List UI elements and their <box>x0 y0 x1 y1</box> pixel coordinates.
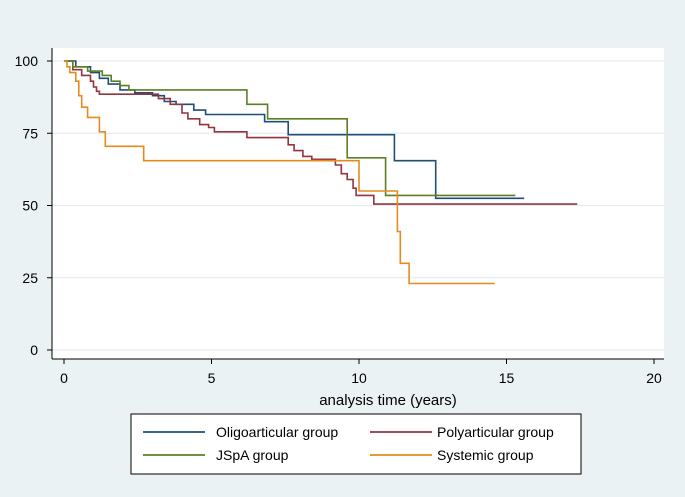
x-tick-label: 0 <box>60 370 68 386</box>
y-tick-label: 100 <box>15 53 39 69</box>
y-tick-label: 75 <box>22 125 38 141</box>
y-tick-label: 0 <box>30 342 38 358</box>
series <box>64 60 578 285</box>
x-tick-label: 20 <box>646 370 662 386</box>
legend-label-polyarticular-group: Polyarticular group <box>437 424 554 440</box>
gridlines <box>52 60 664 351</box>
legend-box <box>130 413 582 475</box>
x-tick-label: 10 <box>351 370 367 386</box>
y-tick-label: 25 <box>22 270 38 286</box>
series-line-systemic-group <box>64 60 495 285</box>
axes <box>51 48 664 360</box>
legend-label-oligoarticular-group: Oligoarticular group <box>216 424 338 440</box>
x-tick-label: 5 <box>208 370 216 386</box>
x-axis-label: analysis time (years) <box>319 392 457 409</box>
x-tick-label: 15 <box>499 370 515 386</box>
series-line-polyarticular-group <box>64 60 578 205</box>
series-line-jspa-group <box>64 60 516 197</box>
legend: Oligoarticular group Polyarticular group J… <box>130 413 582 475</box>
ticks: 0 25 50 75 100 0 5 10 15 20 <box>15 53 662 386</box>
legend-label-jspa-group: JSpA group <box>216 447 289 463</box>
legend-label-systemic-group: Systemic group <box>437 447 534 463</box>
y-tick-label: 50 <box>22 198 38 214</box>
